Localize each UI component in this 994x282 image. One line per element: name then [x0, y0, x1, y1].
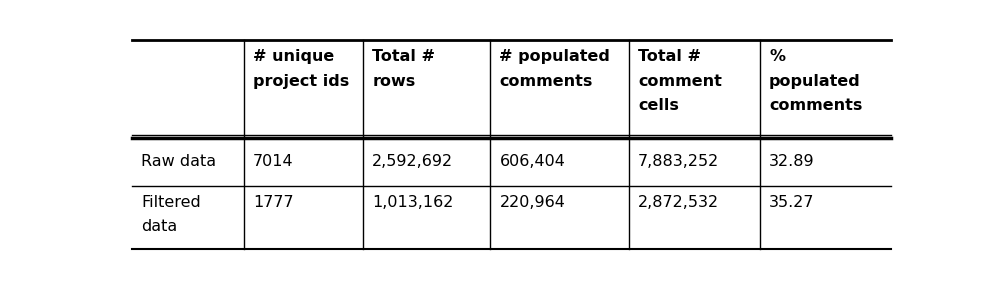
Text: Total #
comment
cells: Total # comment cells: [638, 49, 722, 113]
Text: 2,872,532: 2,872,532: [638, 195, 720, 210]
Text: %
populated
comments: % populated comments: [769, 49, 863, 113]
Text: 7,883,252: 7,883,252: [638, 155, 720, 169]
Text: # populated
comments: # populated comments: [499, 49, 610, 89]
Text: 1,013,162: 1,013,162: [373, 195, 453, 210]
Text: 35.27: 35.27: [769, 195, 814, 210]
Text: 7014: 7014: [252, 155, 293, 169]
Text: 220,964: 220,964: [499, 195, 566, 210]
Text: Raw data: Raw data: [141, 155, 217, 169]
Text: Filtered
data: Filtered data: [141, 195, 201, 234]
Text: 2,592,692: 2,592,692: [373, 155, 453, 169]
Text: Total #
rows: Total # rows: [373, 49, 435, 89]
Text: 606,404: 606,404: [499, 155, 566, 169]
Text: 32.89: 32.89: [769, 155, 815, 169]
Text: 1777: 1777: [252, 195, 293, 210]
Text: # unique
project ids: # unique project ids: [252, 49, 349, 89]
